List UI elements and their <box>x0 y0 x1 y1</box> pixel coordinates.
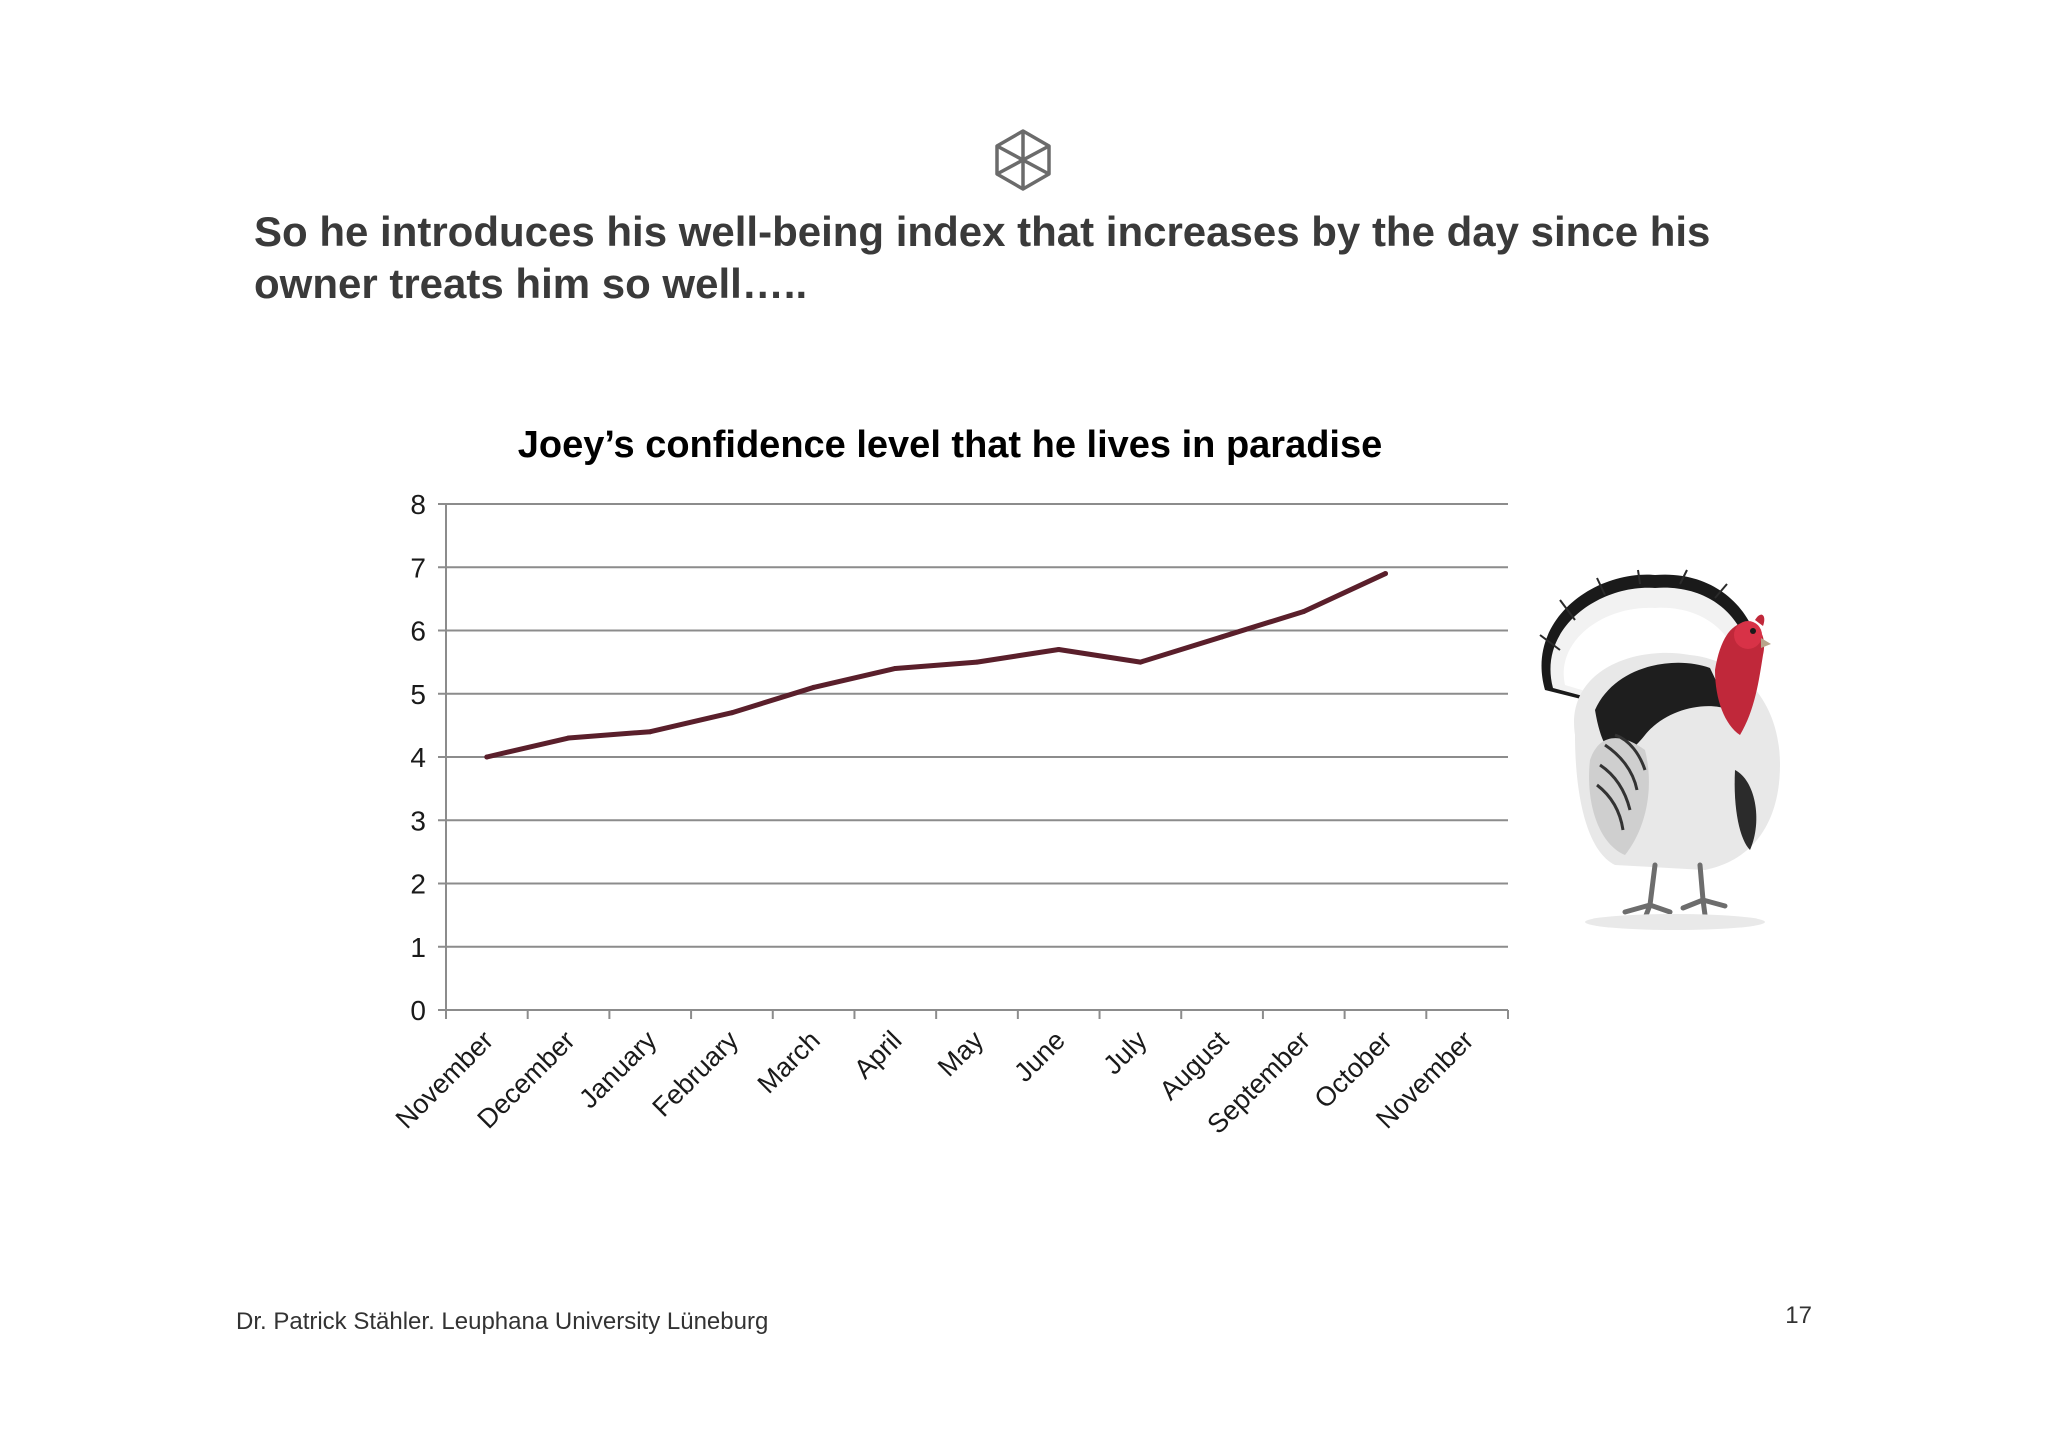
y-tick-label: 7 <box>410 552 426 583</box>
data-point <box>892 665 898 671</box>
data-point <box>1301 609 1307 615</box>
data-point <box>1056 646 1062 652</box>
x-tick-label: August <box>1154 1025 1235 1106</box>
data-point <box>974 659 980 665</box>
data-point <box>1382 571 1388 577</box>
page-number: 17 <box>1785 1302 1812 1329</box>
x-tick-label: April <box>848 1025 907 1084</box>
headline-line-1: So he introduces his well-being index th… <box>254 208 1711 255</box>
x-tick-label: July <box>1097 1025 1153 1081</box>
series-line-0 <box>484 571 1388 760</box>
x-tick-label: March <box>752 1025 826 1099</box>
headline-line-2: owner treats him so well….. <box>254 260 808 307</box>
chart-title: Joey’s confidence level that he lives in… <box>517 424 1383 466</box>
data-point <box>729 710 735 716</box>
data-point <box>484 754 490 760</box>
slide-headline: So he introduces his well-being index th… <box>254 206 1854 310</box>
x-tick-label: February <box>647 1025 745 1123</box>
data-point <box>1137 659 1143 665</box>
cube-icon <box>995 129 1051 191</box>
data-point <box>811 684 817 690</box>
y-tick-label: 4 <box>410 742 426 773</box>
y-tick-label: 8 <box>410 489 426 520</box>
y-tick-label: 3 <box>410 805 426 836</box>
x-tick-label: June <box>1008 1025 1071 1088</box>
data-point <box>1219 634 1225 640</box>
data-point <box>647 729 653 735</box>
x-tick-label: May <box>932 1025 990 1083</box>
y-tick-label: 1 <box>410 932 426 963</box>
turkey-photo <box>1539 569 1780 930</box>
y-tick-label: 0 <box>410 995 426 1026</box>
footer-author: Dr. Patrick Stähler. Leuphana University… <box>236 1308 769 1335</box>
y-tick-label: 2 <box>410 869 426 900</box>
data-point <box>566 735 572 741</box>
y-tick-label: 5 <box>410 679 426 710</box>
y-tick-label: 6 <box>410 616 426 647</box>
